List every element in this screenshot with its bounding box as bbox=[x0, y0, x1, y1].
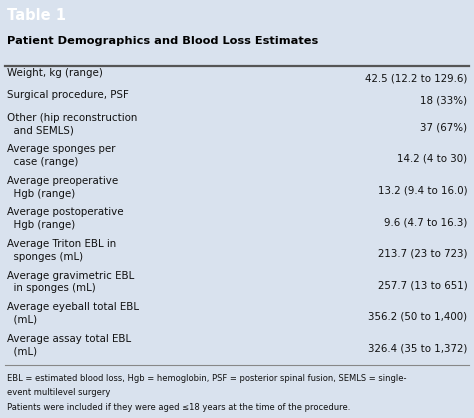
Text: Surgical procedure, PSF: Surgical procedure, PSF bbox=[7, 91, 128, 100]
Text: Other (hip reconstruction
  and SEMLS): Other (hip reconstruction and SEMLS) bbox=[7, 112, 137, 135]
Text: Average sponges per
  case (range): Average sponges per case (range) bbox=[7, 144, 115, 167]
Text: Average assay total EBL
  (mL): Average assay total EBL (mL) bbox=[7, 334, 131, 357]
Text: 257.7 (13 to 651): 257.7 (13 to 651) bbox=[378, 280, 467, 291]
Text: Average postoperative
  Hgb (range): Average postoperative Hgb (range) bbox=[7, 207, 123, 230]
Text: event multilevel surgery: event multilevel surgery bbox=[7, 388, 110, 398]
Text: Patients were included if they were aged ≤18 years at the time of the procedure.: Patients were included if they were aged… bbox=[7, 403, 350, 412]
Text: 326.4 (35 to 1,372): 326.4 (35 to 1,372) bbox=[368, 344, 467, 354]
Text: Average gravimetric EBL
  in sponges (mL): Average gravimetric EBL in sponges (mL) bbox=[7, 270, 134, 293]
Text: 13.2 (9.4 to 16.0): 13.2 (9.4 to 16.0) bbox=[378, 186, 467, 196]
Text: EBL = estimated blood loss, Hgb = hemoglobin, PSF = posterior spinal fusion, SEM: EBL = estimated blood loss, Hgb = hemogl… bbox=[7, 374, 406, 382]
Text: Table 1: Table 1 bbox=[7, 8, 65, 23]
Text: 42.5 (12.2 to 129.6): 42.5 (12.2 to 129.6) bbox=[365, 74, 467, 84]
Text: Average eyeball total EBL
  (mL): Average eyeball total EBL (mL) bbox=[7, 302, 138, 325]
Text: Average preoperative
  Hgb (range): Average preoperative Hgb (range) bbox=[7, 176, 118, 199]
Text: 18 (33%): 18 (33%) bbox=[420, 96, 467, 105]
Text: 14.2 (4 to 30): 14.2 (4 to 30) bbox=[397, 154, 467, 164]
Text: 213.7 (23 to 723): 213.7 (23 to 723) bbox=[378, 249, 467, 259]
Text: Weight, kg (range): Weight, kg (range) bbox=[7, 69, 102, 79]
Text: Average Triton EBL in
  sponges (mL): Average Triton EBL in sponges (mL) bbox=[7, 239, 116, 262]
Text: Patient Demographics and Blood Loss Estimates: Patient Demographics and Blood Loss Esti… bbox=[7, 36, 318, 46]
Text: 356.2 (50 to 1,400): 356.2 (50 to 1,400) bbox=[368, 312, 467, 322]
Text: 9.6 (4.7 to 16.3): 9.6 (4.7 to 16.3) bbox=[384, 217, 467, 227]
Text: 37 (67%): 37 (67%) bbox=[420, 122, 467, 133]
